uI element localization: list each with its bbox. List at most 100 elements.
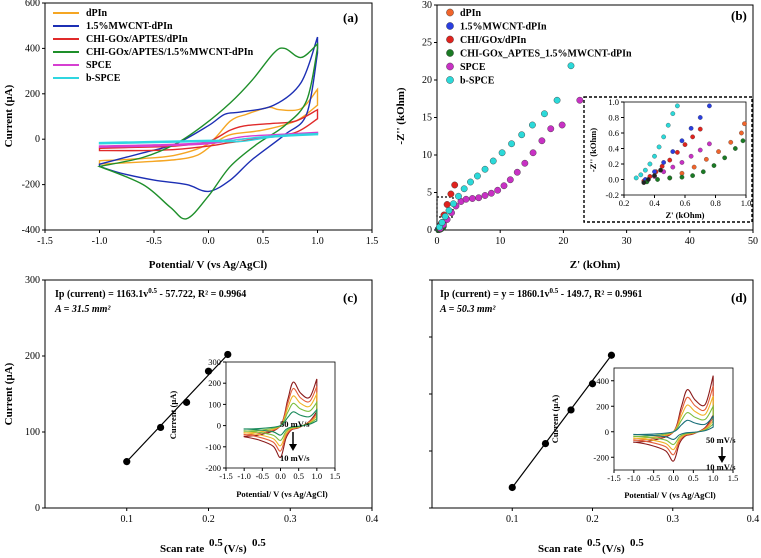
data-point	[182, 398, 191, 406]
b-xtick-label: 40	[685, 236, 695, 247]
x-axis-label-d-main: Scan rate	[538, 543, 582, 555]
b-inset-ytick-label: 0.0	[608, 175, 619, 185]
b-xtick-label: 0	[435, 236, 440, 247]
inset-annotation-top-c: 50 mV/s	[280, 419, 310, 429]
d-inset-xtick-label: 1.0	[708, 473, 719, 483]
b-ytick-label: 5	[427, 188, 432, 199]
inset-y-label-d: Current (µA)	[550, 395, 560, 444]
legend-label-b: 1.5%MWCNT-dPIn	[460, 22, 547, 33]
impedance-point	[576, 96, 584, 104]
a-ytick-label: 400	[25, 43, 40, 54]
inset-ticks-d: -1.5 -1.0 -0.5 0.0 0.5 1.0 1.5 -200 0 200 400	[593, 376, 738, 483]
inset-x-label-c: Potential/ V (vs Ag/AgCl)	[236, 489, 328, 499]
impedance-point	[445, 207, 453, 214]
impedance-point	[494, 186, 502, 194]
d-inset-xtick-label: -0.5	[647, 473, 660, 483]
b-inset-xtick-label: 0.2	[619, 198, 630, 208]
c-inset-ytick-label: -200	[205, 463, 221, 473]
ticks-c: 0.1 0.2 0.3 0.4 0 100 200 300	[25, 275, 378, 525]
legend-label-b: b-SPCE	[460, 76, 495, 87]
inset-impedance-point	[722, 155, 728, 161]
b-inset-xtick-label: 0.6	[680, 198, 691, 208]
inset-impedance-point	[665, 122, 671, 128]
y-axis-label-c: Current (µA)	[3, 362, 15, 425]
impedance-point	[481, 192, 489, 199]
b-ytick-label: 20	[422, 75, 432, 86]
b-ytick-label: 10	[422, 150, 432, 161]
impedance-point	[529, 121, 536, 129]
inset-curves-c	[243, 378, 318, 458]
b-ytick-label: 30	[422, 0, 432, 11]
legend-label-a: SPCE	[86, 60, 112, 71]
inset-impedance-point	[728, 139, 734, 145]
cv-curve-1	[98, 87, 319, 165]
b-inset-xtick-label: 0.8	[710, 198, 721, 208]
inset-impedance-point	[703, 157, 709, 162]
legend-label-b: CHI/GOx/dPIn	[460, 35, 527, 46]
legend-marker-b	[446, 76, 454, 84]
impedance-point	[500, 182, 508, 190]
a-xtick-label: -1.5	[37, 236, 53, 247]
data-point	[508, 483, 516, 492]
c-xtick-label: 0.1	[121, 514, 134, 525]
inset-curves-d	[633, 375, 714, 462]
inset-impedance-point	[740, 138, 746, 144]
legend-marker-b	[446, 49, 454, 57]
equation-d-tail: - 149.7, R² = 0.9961	[558, 289, 642, 300]
points-d	[508, 351, 616, 492]
inset-cv-curve-3	[633, 395, 714, 451]
d-xtick-label: 0.4	[747, 514, 760, 525]
c-xtick-label: 0.2	[202, 514, 215, 525]
b-xtick-label: 30	[622, 236, 632, 247]
panel-label-a: (a)	[343, 10, 358, 25]
c-inset-xtick-label: 1.5	[330, 471, 341, 481]
impedance-point	[538, 137, 546, 145]
inset-impedance-point	[656, 144, 662, 150]
cv-curve-4	[97, 42, 319, 220]
impedance-point	[541, 110, 548, 118]
inset-impedance-point	[716, 149, 721, 154]
inset-impedance-point	[658, 167, 663, 173]
c-inset-ytick-label: 300	[208, 357, 221, 367]
b-inset-ytick-label: 0.8	[608, 113, 619, 123]
data-point	[204, 367, 213, 375]
inset-arrow-head-c	[289, 444, 297, 451]
legend-marker-b	[446, 8, 454, 17]
equation-c-exp: 0.5	[148, 287, 157, 295]
d-inset-ytick-label: -200	[593, 452, 609, 462]
inset-ticks-b: 0.2 0.4 0.6 0.8 1.0 -0.2 0.0 0.2 0.4 0.6 0.8 1.0	[606, 97, 752, 208]
d-xtick-label: 0.3	[667, 514, 680, 525]
c-inset-ytick-label: 100	[208, 399, 221, 409]
c-inset-xtick-label: 0.0	[275, 471, 286, 481]
data-point	[567, 406, 575, 414]
legend-marker-b	[446, 22, 454, 30]
b-ytick-label: 15	[422, 113, 432, 124]
panel-b: (b) Z' (kOhm) -Z'' (kOhm) 0 10 20 30 40 50 0 5 1…	[395, 0, 758, 271]
inset-impedance-point	[742, 121, 747, 127]
c-inset-xtick-label: 1.0	[312, 471, 323, 481]
data-point	[607, 351, 616, 359]
legend-label-a: 1.5%MWCNT-dPIn	[86, 21, 173, 32]
data-point	[123, 458, 131, 466]
a-xtick-label: -1.0	[92, 236, 108, 247]
b-xtick-label: 10	[495, 236, 505, 247]
inset-impedance-point	[679, 174, 685, 180]
inset-impedance-point	[711, 163, 717, 168]
inset-impedance-point	[707, 141, 712, 147]
x-axis-label-c-sup: 0.5	[209, 537, 223, 549]
inset-arrow-head-d	[718, 456, 726, 463]
inset-impedance-point	[641, 180, 647, 185]
inset-impedance-point	[739, 130, 744, 136]
legend-marker-b	[446, 62, 454, 71]
impedance-point	[443, 201, 451, 208]
inset-annotation-bottom-d: 10 mV/s	[706, 462, 736, 472]
inset-impedance-point	[688, 153, 694, 159]
inset-y-label-b: -Z'' (kOhm)	[588, 128, 598, 172]
legend-marker-b	[446, 35, 454, 44]
panel-a: (a) Potential/ V (vs Ag/AgCl) Current (µ…	[3, 0, 378, 271]
inset-impedance-point	[638, 172, 644, 178]
inset-impedance-point	[667, 157, 673, 163]
c-inset-ytick-label: 200	[208, 378, 221, 388]
b-inset-xtick-label: 0.4	[649, 198, 660, 208]
x-axis-label-d: Scan rate 0.5 (V/s) 0.5	[538, 537, 644, 555]
